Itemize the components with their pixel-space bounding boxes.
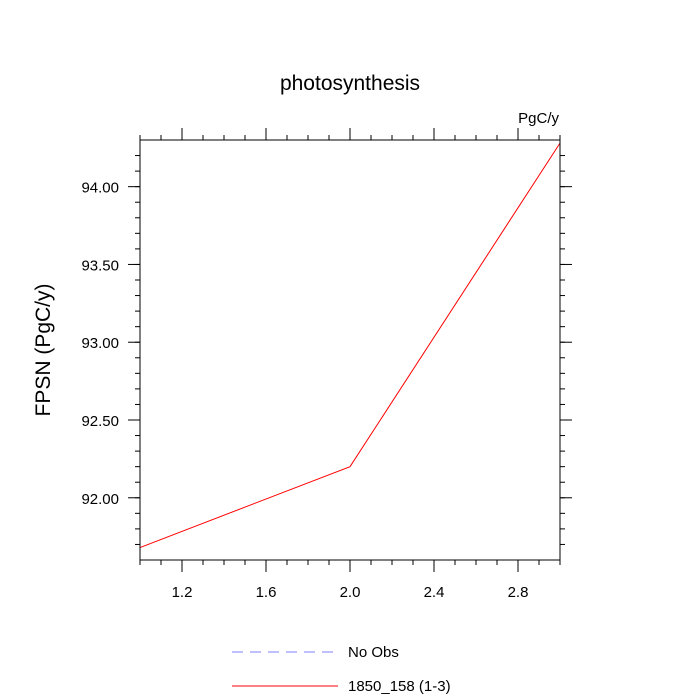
x-tick-label: 2.8 bbox=[508, 584, 529, 601]
y-tick-label: 94.00 bbox=[81, 180, 119, 197]
legend-label-1850-158: 1850_158 (1-3) bbox=[348, 678, 451, 695]
y-tick-label: 93.50 bbox=[81, 257, 119, 274]
chart-title: photosynthesis bbox=[280, 72, 420, 95]
x-tick-label: 2.0 bbox=[340, 584, 361, 601]
x-tick-label: 2.4 bbox=[424, 584, 445, 601]
series-layer bbox=[139, 142, 561, 549]
y-tick-label: 93.00 bbox=[81, 335, 119, 352]
x-tick-label: 1.2 bbox=[172, 584, 193, 601]
y-tick-label: 92.00 bbox=[81, 491, 119, 508]
units-label: PgC/y bbox=[518, 110, 559, 127]
legend-label-no-obs: No Obs bbox=[348, 644, 399, 661]
plot-frame bbox=[139, 139, 561, 561]
ticks-layer: 1.2 1.6 2.0 2.4 2.8 92.00 92.50 93.00 93.50 94.00 bbox=[81, 128, 572, 601]
series-line-1 bbox=[139, 142, 561, 549]
legend: No Obs 1850_158 (1-3) bbox=[232, 644, 451, 695]
y-axis-label: FPSN (PgC/y) bbox=[32, 283, 55, 416]
x-tick-label: 1.6 bbox=[256, 584, 277, 601]
y-tick-label: 92.50 bbox=[81, 413, 119, 430]
